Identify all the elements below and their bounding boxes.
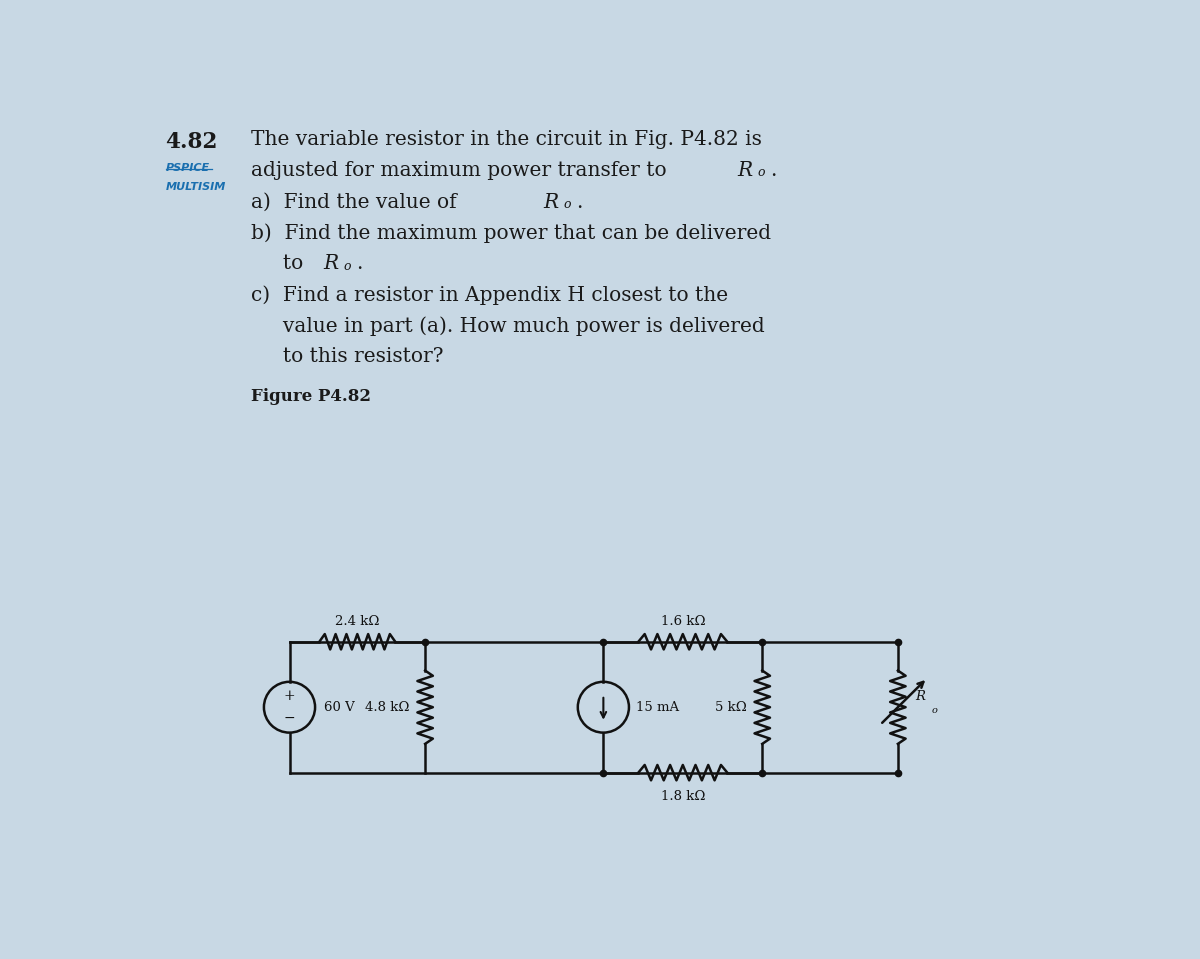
Text: b)  Find the maximum power that can be delivered: b) Find the maximum power that can be de…: [251, 223, 770, 244]
Text: 2.4 kΩ: 2.4 kΩ: [335, 615, 379, 628]
Text: o: o: [932, 706, 938, 714]
Text: 4.8 kΩ: 4.8 kΩ: [365, 701, 409, 713]
Text: value in part (a). How much power is delivered: value in part (a). How much power is del…: [251, 316, 764, 336]
Text: R: R: [914, 690, 925, 703]
Text: Figure P4.82: Figure P4.82: [251, 387, 371, 405]
Text: .: .: [770, 160, 776, 179]
Text: 5 kΩ: 5 kΩ: [715, 701, 746, 713]
Text: PSPICE: PSPICE: [166, 163, 210, 173]
Text: 15 mA: 15 mA: [636, 701, 679, 713]
Text: +: +: [283, 690, 295, 704]
Text: adjusted for maximum power transfer to: adjusted for maximum power transfer to: [251, 160, 673, 179]
Text: R: R: [324, 254, 338, 273]
Text: o: o: [564, 199, 571, 211]
Text: 1.6 kΩ: 1.6 kΩ: [660, 615, 706, 628]
Text: c)  Find a resistor in Appendix H closest to the: c) Find a resistor in Appendix H closest…: [251, 285, 728, 305]
Text: to: to: [251, 254, 310, 273]
Text: o: o: [757, 166, 766, 179]
Text: 1.8 kΩ: 1.8 kΩ: [661, 789, 706, 803]
Text: The variable resistor in the circuit in Fig. P4.82 is: The variable resistor in the circuit in …: [251, 129, 762, 149]
Text: to this resistor?: to this resistor?: [251, 347, 443, 365]
Text: MULTISIM: MULTISIM: [166, 182, 226, 192]
Text: 60 V: 60 V: [324, 701, 354, 713]
Text: R: R: [738, 160, 752, 179]
Text: .: .: [576, 193, 583, 212]
Text: 4.82: 4.82: [166, 131, 218, 153]
Text: a)  Find the value of: a) Find the value of: [251, 193, 463, 212]
Text: .: .: [356, 254, 362, 273]
Text: o: o: [343, 260, 352, 273]
Text: R: R: [544, 193, 559, 212]
Text: −: −: [283, 711, 295, 725]
